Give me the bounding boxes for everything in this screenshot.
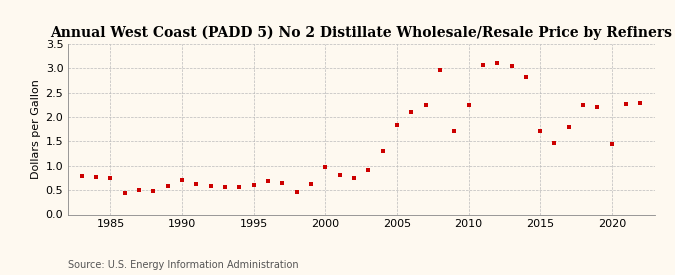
Point [163, 183, 173, 188]
Text: Source: U.S. Energy Information Administration: Source: U.S. Energy Information Administ… [68, 260, 298, 270]
Point [449, 129, 460, 133]
Point [506, 64, 517, 68]
Point [76, 174, 87, 178]
Point [119, 191, 130, 195]
Point [134, 188, 144, 192]
Y-axis label: Dollars per Gallon: Dollars per Gallon [32, 79, 41, 179]
Title: Annual West Coast (PADD 5) No 2 Distillate Wholesale/Resale Price by Refiners: Annual West Coast (PADD 5) No 2 Distilla… [50, 26, 672, 40]
Point [520, 75, 531, 79]
Point [621, 102, 632, 106]
Point [263, 179, 273, 183]
Point [477, 63, 488, 67]
Point [535, 129, 545, 133]
Point [90, 175, 101, 180]
Point [635, 101, 646, 106]
Point [463, 103, 474, 108]
Point [348, 176, 359, 180]
Point [277, 181, 288, 185]
Point [306, 182, 317, 186]
Point [177, 178, 188, 183]
Point [564, 125, 574, 129]
Point [435, 68, 446, 72]
Point [578, 103, 589, 108]
Point [148, 189, 159, 193]
Point [392, 123, 402, 127]
Point [420, 103, 431, 107]
Point [377, 148, 388, 153]
Point [248, 183, 259, 188]
Point [234, 185, 245, 189]
Point [549, 141, 560, 145]
Point [105, 176, 116, 181]
Point [592, 105, 603, 109]
Point [406, 110, 416, 114]
Point [205, 183, 216, 188]
Point [191, 182, 202, 186]
Point [320, 165, 331, 169]
Point [606, 142, 617, 146]
Point [492, 60, 503, 65]
Point [219, 185, 230, 189]
Point [292, 189, 302, 194]
Point [334, 172, 345, 177]
Point [363, 168, 374, 172]
